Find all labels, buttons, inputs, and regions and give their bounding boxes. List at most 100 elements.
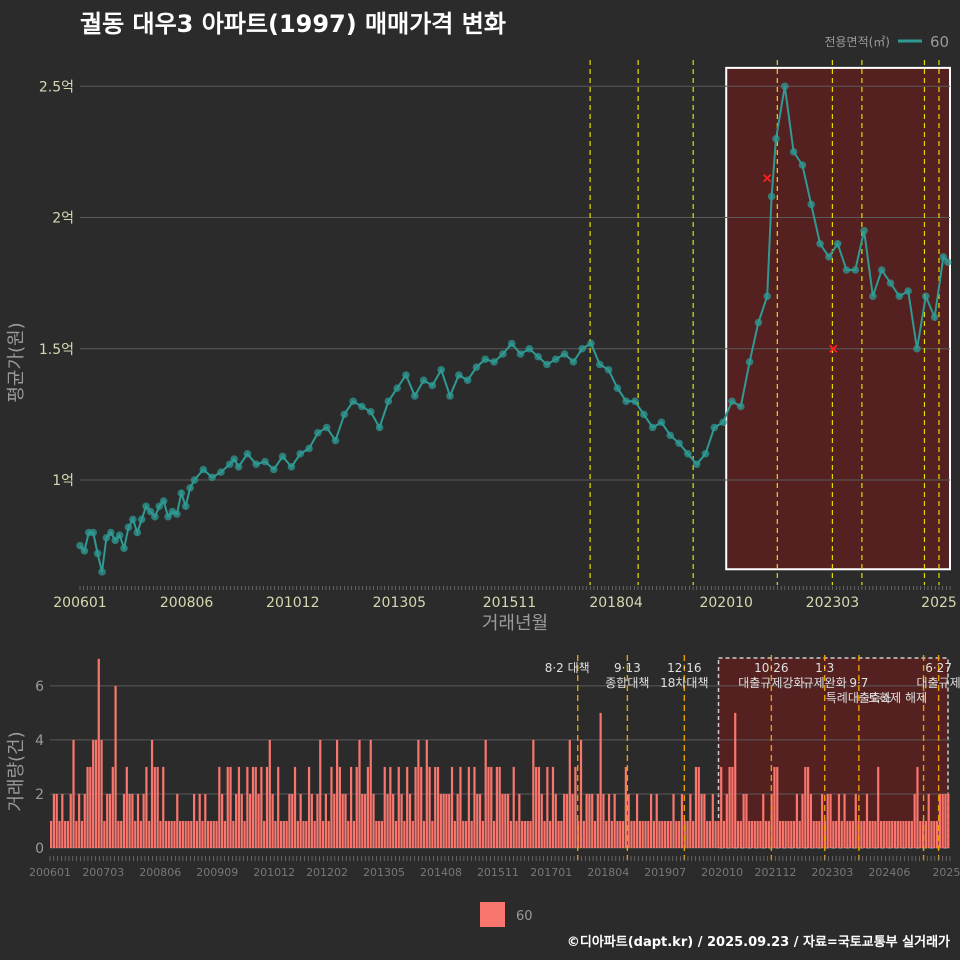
cancel-marker — [829, 344, 838, 353]
volume-bar — [630, 820, 633, 848]
volume-bar — [599, 712, 602, 848]
top-xtick-label: 201804 — [589, 595, 643, 611]
price-point — [675, 439, 683, 448]
volume-bar — [436, 766, 440, 848]
bottom-ytick-label: 0 — [35, 841, 44, 857]
volume-bar — [100, 739, 103, 848]
top-ytick-label: 2.5억 — [39, 79, 74, 95]
volume-bar — [299, 793, 302, 848]
price-point — [225, 460, 234, 469]
volume-bar — [697, 766, 700, 848]
volume-bar — [456, 793, 459, 848]
volume-bar — [879, 820, 883, 848]
volume-bar — [891, 820, 894, 848]
top-y-axis-title: 평균가(원) — [6, 322, 27, 402]
volume-bar — [924, 820, 927, 848]
price-point — [93, 549, 102, 558]
volume-bar — [748, 820, 751, 848]
volume-bar — [944, 793, 947, 848]
bottom-ytick-label: 2 — [35, 787, 44, 803]
price-point — [208, 473, 216, 482]
volume-bar — [134, 820, 137, 848]
volume-bar — [899, 820, 902, 848]
price-point — [569, 358, 578, 366]
volume-bar — [198, 793, 201, 848]
price-point — [701, 449, 710, 458]
price-point — [807, 200, 816, 209]
volume-bar — [305, 820, 308, 848]
volume-bar — [235, 793, 238, 848]
volume-bar — [764, 820, 768, 848]
bottom-legend-label: 60 — [516, 909, 533, 924]
volume-bar — [307, 766, 311, 848]
policy-annotation: 종합대책 — [605, 675, 649, 690]
volume-bar — [938, 793, 941, 848]
top-ytick-label: 1억 — [52, 473, 74, 489]
volume-bar — [736, 820, 740, 848]
volume-bar — [201, 820, 204, 848]
volume-bar — [837, 793, 841, 848]
volume-bar — [428, 766, 431, 848]
volume-bar — [792, 820, 796, 848]
volume-bar — [577, 820, 580, 848]
volume-bar — [310, 793, 313, 848]
top-xtick-label: 201511 — [483, 595, 536, 611]
price-point — [428, 381, 437, 390]
volume-bar — [818, 820, 821, 848]
volume-bar — [473, 766, 476, 848]
volume-bar — [288, 793, 291, 848]
volume-bar — [644, 820, 647, 848]
volume-bar — [941, 793, 944, 848]
volume-bar — [787, 820, 790, 848]
volume-bar — [462, 820, 465, 848]
price-point — [173, 510, 181, 518]
bottom-xtick-label: 202303 — [811, 866, 853, 879]
volume-bar — [150, 739, 154, 848]
volume-bar — [815, 820, 818, 848]
volume-bar — [515, 820, 518, 848]
volume-bar — [655, 793, 658, 848]
top-xtick-label: 201305 — [373, 595, 426, 611]
volume-bar — [650, 793, 653, 848]
price-point — [151, 512, 159, 521]
price-point — [767, 192, 776, 201]
volume-bar — [616, 820, 619, 848]
volume-bar — [795, 793, 798, 848]
volume-bar — [495, 766, 498, 848]
volume-bar — [843, 793, 846, 848]
volume-bar — [829, 793, 832, 848]
volume-bar — [554, 793, 557, 848]
volume-bar — [739, 820, 742, 848]
volume-bar — [52, 793, 56, 848]
volume-bar — [731, 766, 734, 848]
top-xtick-label: 200806 — [160, 595, 214, 611]
price-point — [164, 512, 172, 521]
volume-bar — [439, 793, 442, 848]
volume-bar — [756, 820, 759, 848]
volume-bar — [680, 793, 684, 848]
price-point — [499, 350, 507, 358]
volume-bar — [537, 766, 541, 848]
volume-bar — [708, 820, 712, 848]
volume-bar — [204, 793, 207, 848]
price-point — [772, 134, 780, 143]
volume-bar — [678, 820, 681, 848]
volume-bar — [930, 820, 933, 848]
volume-bar — [173, 820, 176, 848]
price-point — [76, 541, 84, 550]
volume-bar — [145, 766, 148, 848]
volume-bar — [700, 793, 703, 848]
volume-bar — [501, 793, 504, 848]
price-point — [789, 148, 798, 156]
volume-bar — [487, 766, 490, 848]
price-point — [177, 489, 186, 497]
volume-bar — [492, 820, 496, 848]
volume-bar — [338, 766, 341, 848]
volume-bar — [734, 712, 737, 848]
price-point — [358, 402, 366, 411]
volume-bar — [372, 793, 375, 848]
volume-bar — [341, 793, 344, 848]
volume-bar — [863, 820, 866, 848]
volume-bar — [72, 739, 75, 848]
volume-bar — [860, 820, 863, 848]
